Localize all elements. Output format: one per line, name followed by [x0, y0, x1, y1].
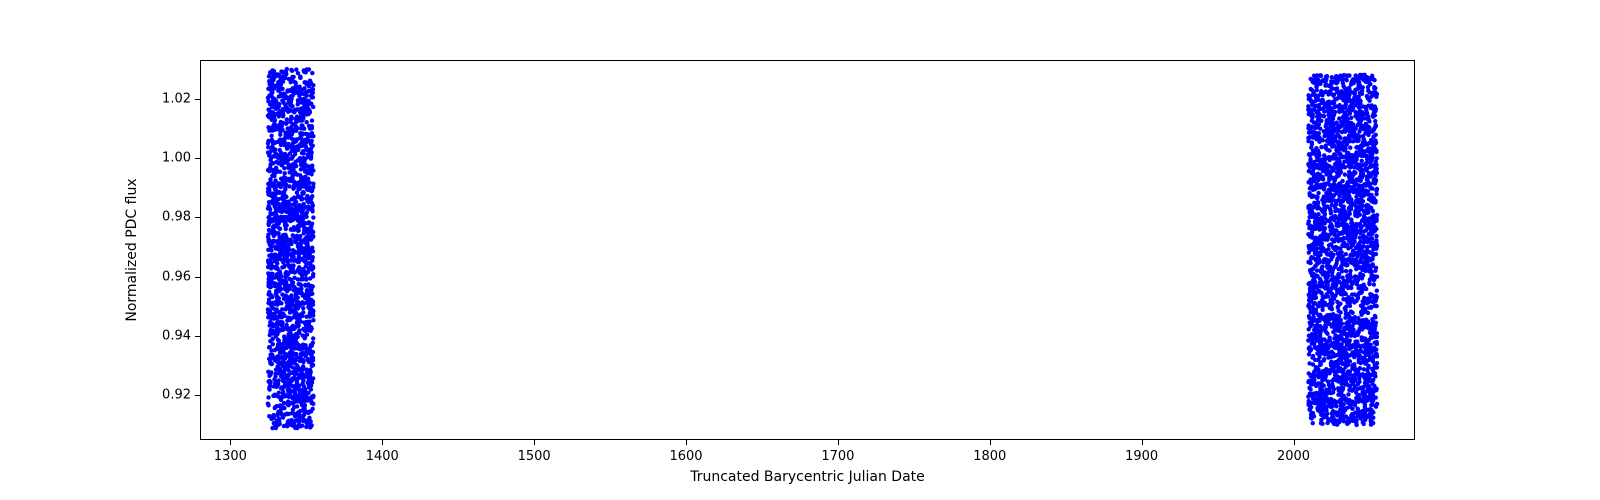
- x-tick: [686, 440, 687, 445]
- x-tick: [990, 440, 991, 445]
- y-axis-label: Normalized PDC flux: [124, 178, 140, 321]
- x-tick-label: 1300: [214, 449, 247, 464]
- x-tick: [1294, 440, 1295, 445]
- x-tick: [1142, 440, 1143, 445]
- x-tick-label: 1400: [366, 449, 399, 464]
- x-tick: [230, 440, 231, 445]
- y-tick: [195, 336, 200, 337]
- y-tick-label: 0.92: [162, 388, 191, 403]
- y-tick: [195, 395, 200, 396]
- x-tick-label: 1700: [821, 449, 854, 464]
- y-tick: [195, 277, 200, 278]
- y-tick-label: 1.02: [162, 91, 191, 106]
- x-tick-label: 1800: [973, 449, 1006, 464]
- y-tick-label: 0.94: [162, 329, 191, 344]
- y-tick: [195, 217, 200, 218]
- x-axis-label: Truncated Barycentric Julian Date: [690, 469, 925, 485]
- y-tick-label: 0.98: [162, 210, 191, 225]
- y-tick-label: 1.00: [162, 150, 191, 165]
- scatter-plot: [200, 60, 1415, 440]
- x-tick: [838, 440, 839, 445]
- y-tick: [195, 99, 200, 100]
- x-tick-label: 1900: [1125, 449, 1158, 464]
- x-tick-label: 1600: [669, 449, 702, 464]
- x-tick-label: 1500: [518, 449, 551, 464]
- figure: Truncated Barycentric Julian Date Normal…: [0, 0, 1600, 500]
- y-tick-label: 0.96: [162, 269, 191, 284]
- y-tick: [195, 158, 200, 159]
- x-tick-label: 2000: [1277, 449, 1310, 464]
- x-tick: [382, 440, 383, 445]
- x-tick: [534, 440, 535, 445]
